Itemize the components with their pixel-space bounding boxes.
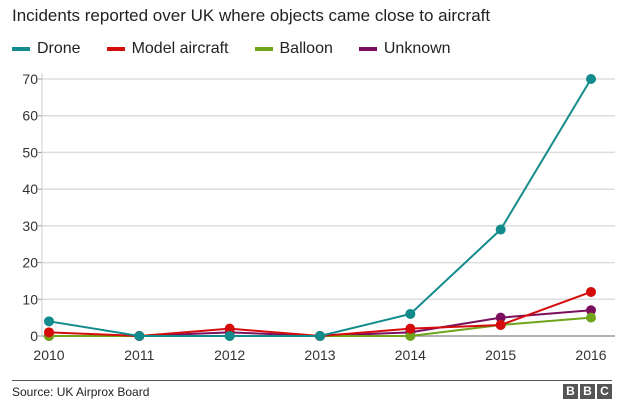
bbc-logo-letter: B xyxy=(580,384,595,399)
y-tick-label: 40 xyxy=(22,181,38,197)
legend-swatch xyxy=(12,47,30,51)
bbc-logo-letter: C xyxy=(597,384,612,399)
legend-swatch xyxy=(254,47,273,51)
data-point-balloon xyxy=(405,331,416,341)
data-point-drone xyxy=(134,331,145,341)
y-tick-label: 20 xyxy=(22,255,38,271)
legend-item: Unknown xyxy=(358,40,451,58)
x-tick-label: 2016 xyxy=(575,347,606,363)
bbc-logo: B B C xyxy=(563,384,612,399)
data-point-model-aircraft xyxy=(224,323,235,334)
data-point-balloon xyxy=(586,312,596,323)
source-note: Source: UK Airprox Board xyxy=(12,385,150,399)
y-tick-label: 0 xyxy=(30,328,38,344)
y-tick-label: 10 xyxy=(22,291,38,307)
y-tick-label: 70 xyxy=(22,71,38,87)
legend-item: Model aircraft xyxy=(106,40,229,58)
legend-swatch xyxy=(106,47,125,51)
x-tick-label: 2015 xyxy=(485,347,516,363)
chart-title: Incidents reported over UK where objects… xyxy=(12,6,491,25)
y-tick-label: 30 xyxy=(22,218,38,234)
data-point-model-aircraft xyxy=(405,323,416,334)
legend: Drone Model aircraft Balloon Unknown xyxy=(12,40,451,58)
series-line-drone xyxy=(48,78,592,337)
x-tick-label: 2010 xyxy=(33,347,64,363)
data-point-model-aircraft xyxy=(495,319,506,330)
data-point-unknown xyxy=(495,312,506,323)
footer-divider xyxy=(12,380,612,381)
legend-label: Balloon xyxy=(279,40,333,57)
data-point-model-aircraft xyxy=(44,327,54,338)
data-point-drone xyxy=(495,224,506,235)
data-point-drone xyxy=(586,74,596,84)
y-tick-label: 50 xyxy=(22,144,38,160)
x-tick-label: 2012 xyxy=(214,347,245,363)
legend-label: Model aircraft xyxy=(131,40,229,57)
data-point-unknown xyxy=(586,305,596,316)
line-chart: 0 10 20 30 40 50 60 70 2010 2011 2012 2013 2014 2015 2… xyxy=(22,71,615,363)
legend-item: Drone xyxy=(12,40,81,58)
legend-label: Unknown xyxy=(383,40,451,57)
legend-label: Drone xyxy=(37,40,81,57)
data-point-drone xyxy=(224,331,235,341)
bbc-logo-letter: B xyxy=(563,384,578,399)
legend-item: Balloon xyxy=(254,40,333,58)
data-point-drone xyxy=(405,308,416,319)
data-point-drone xyxy=(315,331,325,341)
y-tick-label: 60 xyxy=(22,108,38,124)
legend-swatch xyxy=(358,47,377,51)
data-point-model-aircraft xyxy=(586,286,596,297)
x-tick-label: 2011 xyxy=(124,347,154,363)
data-point-drone xyxy=(44,316,54,327)
x-tick-label: 2013 xyxy=(304,347,335,363)
x-tick-label: 2014 xyxy=(395,347,426,363)
